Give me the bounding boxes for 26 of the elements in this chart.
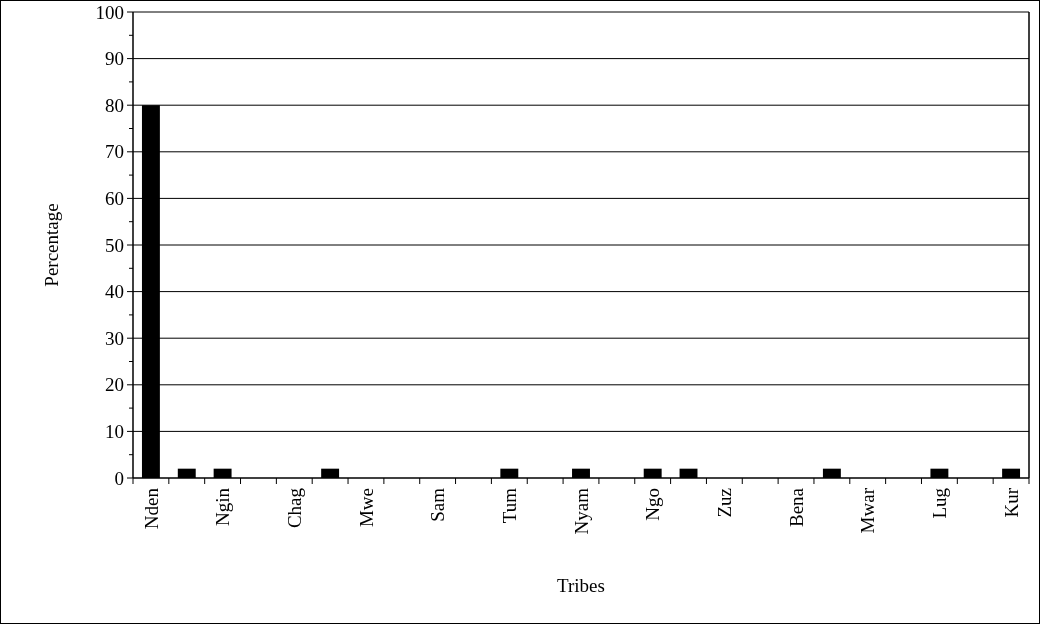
x-tick-label: Nyam bbox=[570, 487, 592, 535]
y-tick-label: 80 bbox=[105, 94, 124, 116]
x-tick-label: Ngin bbox=[212, 487, 234, 526]
x-tick-label: Tum bbox=[498, 487, 520, 524]
x-tick-label: Nden bbox=[140, 487, 162, 530]
y-tick-label: 70 bbox=[105, 141, 124, 163]
y-axis-title: Percentage bbox=[41, 203, 62, 287]
y-tick-label: 20 bbox=[105, 374, 124, 396]
y-tick-label: 10 bbox=[105, 421, 124, 443]
y-tick-label: 100 bbox=[95, 1, 124, 23]
y-tick-label: 0 bbox=[114, 467, 124, 489]
x-tick-label: Sam bbox=[427, 487, 449, 522]
x-tick-label: Mwar bbox=[857, 487, 879, 534]
x-tick-label: Mwe bbox=[355, 488, 377, 528]
y-tick-label: 30 bbox=[105, 327, 124, 349]
y-tick-label: 60 bbox=[105, 188, 124, 210]
x-tick-label: Kur bbox=[1000, 487, 1022, 518]
x-axis-title: Tribes bbox=[557, 575, 605, 596]
x-tick-label: Bena bbox=[785, 487, 807, 528]
x-tick-label: Chag bbox=[283, 487, 305, 529]
y-tick-label: 40 bbox=[105, 281, 124, 303]
x-tick-label: Ngo bbox=[642, 488, 664, 521]
y-tick-label: 90 bbox=[105, 48, 124, 70]
x-tick-label: Lug bbox=[929, 487, 951, 519]
x-tick-label: Zuz bbox=[714, 488, 736, 518]
y-tick-label: 50 bbox=[105, 234, 124, 256]
